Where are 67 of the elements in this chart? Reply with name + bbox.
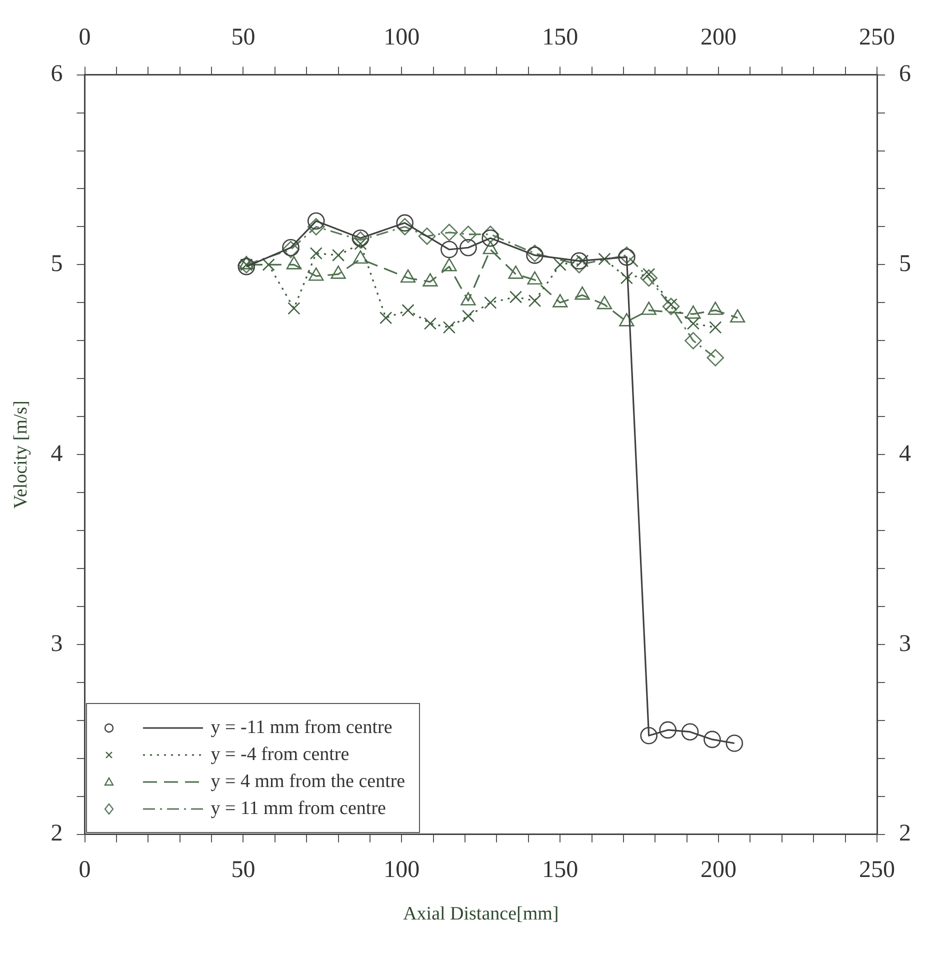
point: [620, 272, 633, 284]
point: [570, 256, 588, 274]
legend-label: y = 4 mm from the centre: [210, 770, 406, 793]
point: [681, 723, 699, 741]
x-tick-label: 100: [384, 857, 420, 884]
y2-tick-label: 2: [899, 820, 911, 847]
y-tick-label: 6: [50, 61, 63, 88]
point: [442, 321, 456, 334]
point: [288, 302, 300, 315]
point: [307, 212, 325, 230]
point: [640, 269, 658, 287]
point: [462, 310, 475, 322]
point: [380, 312, 392, 324]
y-tick-label: 5: [50, 250, 63, 277]
y2-tick-label: 3: [899, 630, 911, 657]
point: [706, 349, 724, 366]
point: [440, 224, 458, 242]
point: [662, 298, 680, 316]
x2-tick-label: 150: [542, 24, 578, 51]
point: [684, 332, 702, 350]
point: [418, 228, 436, 245]
point: [659, 721, 677, 739]
y2-tick-label: 6: [899, 61, 911, 88]
x2-tick-label: 0: [78, 24, 91, 51]
x-tick-label: 200: [700, 857, 737, 884]
point: [709, 321, 722, 334]
point: [554, 258, 566, 272]
point: [310, 247, 322, 260]
point: [484, 296, 497, 309]
point: [509, 290, 522, 304]
x2-tick-label: 200: [700, 24, 737, 51]
y2-tick-label: 4: [899, 440, 911, 467]
x-tick-label: 50: [231, 857, 256, 884]
legend-label: y = -4 from centre: [210, 744, 350, 766]
point: [528, 294, 542, 308]
point: [704, 730, 721, 748]
point: [686, 317, 700, 330]
y-tick-label: 4: [50, 440, 63, 467]
point: [640, 727, 658, 744]
point: [396, 218, 414, 236]
point: [440, 240, 458, 258]
point: [460, 226, 477, 243]
point: [332, 248, 345, 262]
x2-tick-label: 100: [384, 24, 420, 51]
x2-tick-label: 50: [231, 24, 256, 51]
y2-tick-label: 5: [899, 250, 911, 277]
point: [307, 218, 325, 236]
x-tick-label: 0: [78, 857, 91, 884]
x-axis-title: Axial Distance[mm]: [403, 904, 559, 925]
legend-label: y = -11 mm from centre: [210, 716, 392, 739]
x-tick-label: 250: [859, 857, 895, 884]
y-tick-label: 3: [50, 630, 63, 657]
point: [726, 734, 744, 752]
legend-label: y = 11 mm from centre: [210, 798, 386, 820]
point: [482, 226, 500, 243]
point: [460, 238, 477, 256]
y-tick-label: 2: [50, 820, 63, 847]
point: [402, 304, 414, 317]
y-axis-title: Velocity [m/s]: [10, 400, 32, 509]
point: [262, 258, 275, 272]
point: [598, 252, 611, 266]
point: [570, 252, 588, 270]
point: [424, 317, 437, 330]
point: [396, 214, 414, 232]
x-tick-label: 150: [542, 857, 578, 884]
point: [482, 229, 500, 247]
x2-tick-label: 250: [859, 24, 895, 51]
